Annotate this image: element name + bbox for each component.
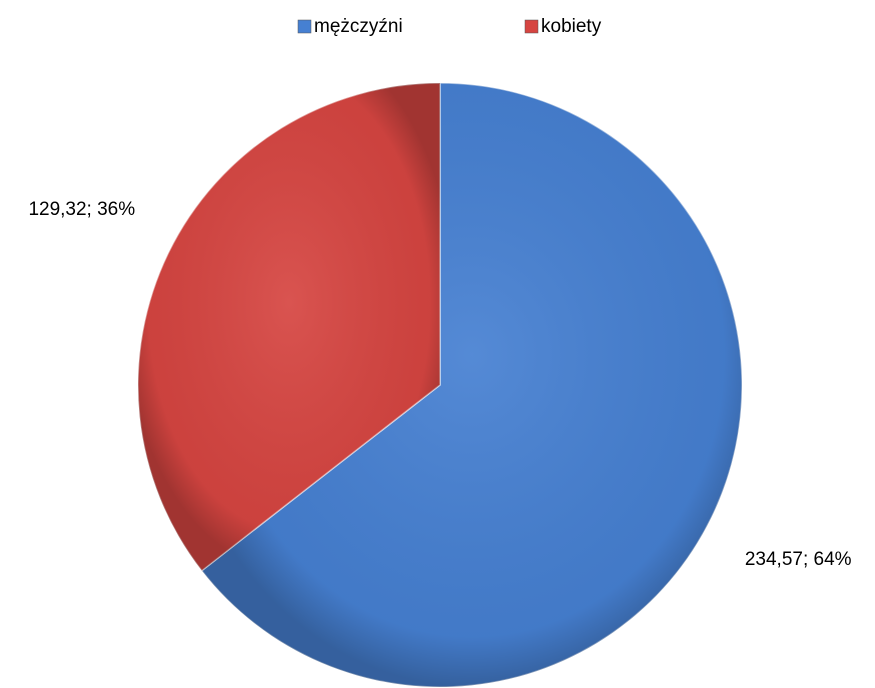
legend-swatch (524, 19, 539, 34)
data-label: 129,32; 36% (28, 199, 135, 220)
data-labels: 234,57; 64% 129,32; 36% (28, 199, 851, 570)
legend-label: mężczyźni (314, 16, 403, 37)
legend: mężczyźni kobiety (297, 16, 602, 37)
data-label: 234,57; 64% (745, 549, 852, 570)
slice-shade (201, 83, 742, 687)
pie (137, 82, 743, 688)
legend-swatch (297, 19, 312, 34)
slice-shade (137, 82, 441, 571)
legend-label: kobiety (541, 16, 602, 37)
